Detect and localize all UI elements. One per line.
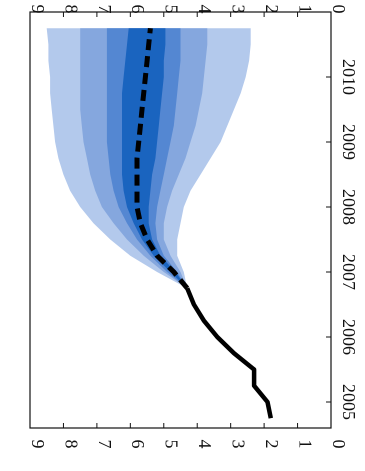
year-tick-label: 2007 [339, 254, 359, 290]
value-tick-label-top: 8 [61, 5, 81, 14]
year-tick-label: 2009 [339, 124, 359, 160]
value-tick-label-bottom: 8 [61, 440, 81, 449]
value-tick-label-bottom: 3 [229, 440, 249, 449]
value-tick-label-top: 0 [329, 5, 349, 14]
value-tick-label-bottom: 5 [162, 440, 182, 449]
year-tick-label: 2010 [339, 59, 359, 95]
fan-band-central [122, 28, 188, 289]
value-tick-label-top: 5 [162, 5, 182, 14]
value-tick-label-top: 3 [229, 5, 249, 14]
plot-frame [29, 11, 332, 429]
axes: 0 0 1 1 2 2 3 3 4 4 5 5 6 6 7 7 8 8 9 9 2005 2006 2007 2008 2009… [28, 5, 359, 449]
fan-bands [46, 28, 251, 289]
value-tick-label-bottom: 1 [295, 440, 315, 449]
value-tick-label-top: 7 [95, 5, 115, 14]
value-tick-label-bottom: 9 [28, 440, 48, 449]
value-tick-label-top: 1 [295, 5, 315, 14]
year-tick-label: 2005 [339, 384, 359, 420]
value-tick-label-top: 9 [28, 5, 48, 14]
value-tick-label-bottom: 2 [262, 440, 282, 449]
year-tick-label: 2008 [339, 189, 359, 225]
value-tick-label-bottom: 0 [329, 440, 349, 449]
value-tick-label-bottom: 7 [95, 440, 115, 449]
value-tick-label-bottom: 4 [195, 440, 215, 449]
series-lines [134, 27, 274, 419]
value-tick-label-bottom: 6 [128, 440, 148, 449]
value-tick-label-top: 6 [128, 5, 148, 14]
projection-line [134, 27, 190, 290]
history-line [185, 287, 274, 419]
value-tick-label-top: 4 [195, 5, 215, 14]
year-tick-label: 2006 [339, 319, 359, 355]
value-tick-label-top: 2 [262, 5, 282, 14]
